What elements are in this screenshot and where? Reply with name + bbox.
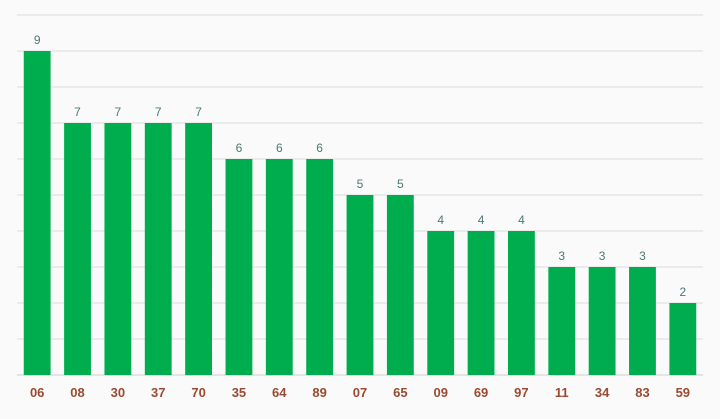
data-label-69: 4 [478, 213, 485, 227]
data-label-64: 6 [276, 141, 283, 155]
data-label-65: 5 [397, 177, 404, 191]
bar-07 [346, 195, 374, 375]
bar-69 [467, 231, 495, 375]
bar-30 [104, 123, 132, 375]
x-tick-label-37: 37 [151, 385, 165, 400]
x-tick-label-11: 11 [555, 385, 569, 400]
x-tick-label-65: 65 [393, 385, 407, 400]
x-tick-label-97: 97 [514, 385, 528, 400]
bar-06 [23, 51, 51, 375]
bar-08 [64, 123, 91, 375]
data-label-70: 7 [195, 105, 202, 119]
x-tick-label-09: 09 [433, 385, 447, 400]
x-tick-label-89: 89 [312, 385, 326, 400]
data-label-08: 7 [74, 105, 81, 119]
x-tick-label-69: 69 [474, 385, 488, 400]
x-tick-label-06: 06 [30, 385, 44, 400]
bar-34 [588, 267, 616, 375]
bar-59 [669, 303, 697, 375]
bar-11 [548, 267, 576, 375]
x-tick-label-07: 07 [353, 385, 367, 400]
data-label-35: 6 [236, 141, 243, 155]
bar-89 [306, 159, 334, 375]
data-label-37: 7 [155, 105, 162, 119]
x-tick-label-59: 59 [676, 385, 690, 400]
x-tick-label-64: 64 [272, 385, 287, 400]
bar-65 [386, 195, 414, 375]
x-tick-label-70: 70 [191, 385, 205, 400]
bar-35 [225, 159, 253, 375]
data-label-30: 7 [115, 105, 122, 119]
data-label-11: 3 [558, 249, 565, 263]
bar-09 [427, 231, 455, 375]
x-tick-label-83: 83 [635, 385, 649, 400]
data-label-83: 3 [639, 249, 646, 263]
x-tick-label-34: 34 [595, 385, 610, 400]
data-label-89: 6 [316, 141, 323, 155]
x-tick-label-35: 35 [232, 385, 246, 400]
bar-37 [144, 123, 172, 375]
bars [23, 51, 697, 375]
data-label-06: 9 [34, 33, 41, 47]
data-labels: 9 7 7 7 7 6 6 6 5 5 4 4 4 3 3 3 2 [34, 33, 687, 299]
data-label-07: 5 [357, 177, 364, 191]
data-label-34: 3 [599, 249, 606, 263]
bar-83 [629, 267, 656, 375]
x-tick-label-08: 08 [70, 385, 84, 400]
bar-70 [185, 123, 213, 375]
x-tick-label-30: 30 [111, 385, 125, 400]
x-axis-tick-labels: 06 08 30 37 70 35 64 89 07 65 09 69 97 11 34 83 59 [30, 385, 690, 400]
bar-97 [507, 231, 535, 375]
data-label-97: 4 [518, 213, 525, 227]
data-label-09: 4 [437, 213, 444, 227]
data-label-59: 2 [679, 285, 686, 299]
bar-64 [265, 159, 293, 375]
